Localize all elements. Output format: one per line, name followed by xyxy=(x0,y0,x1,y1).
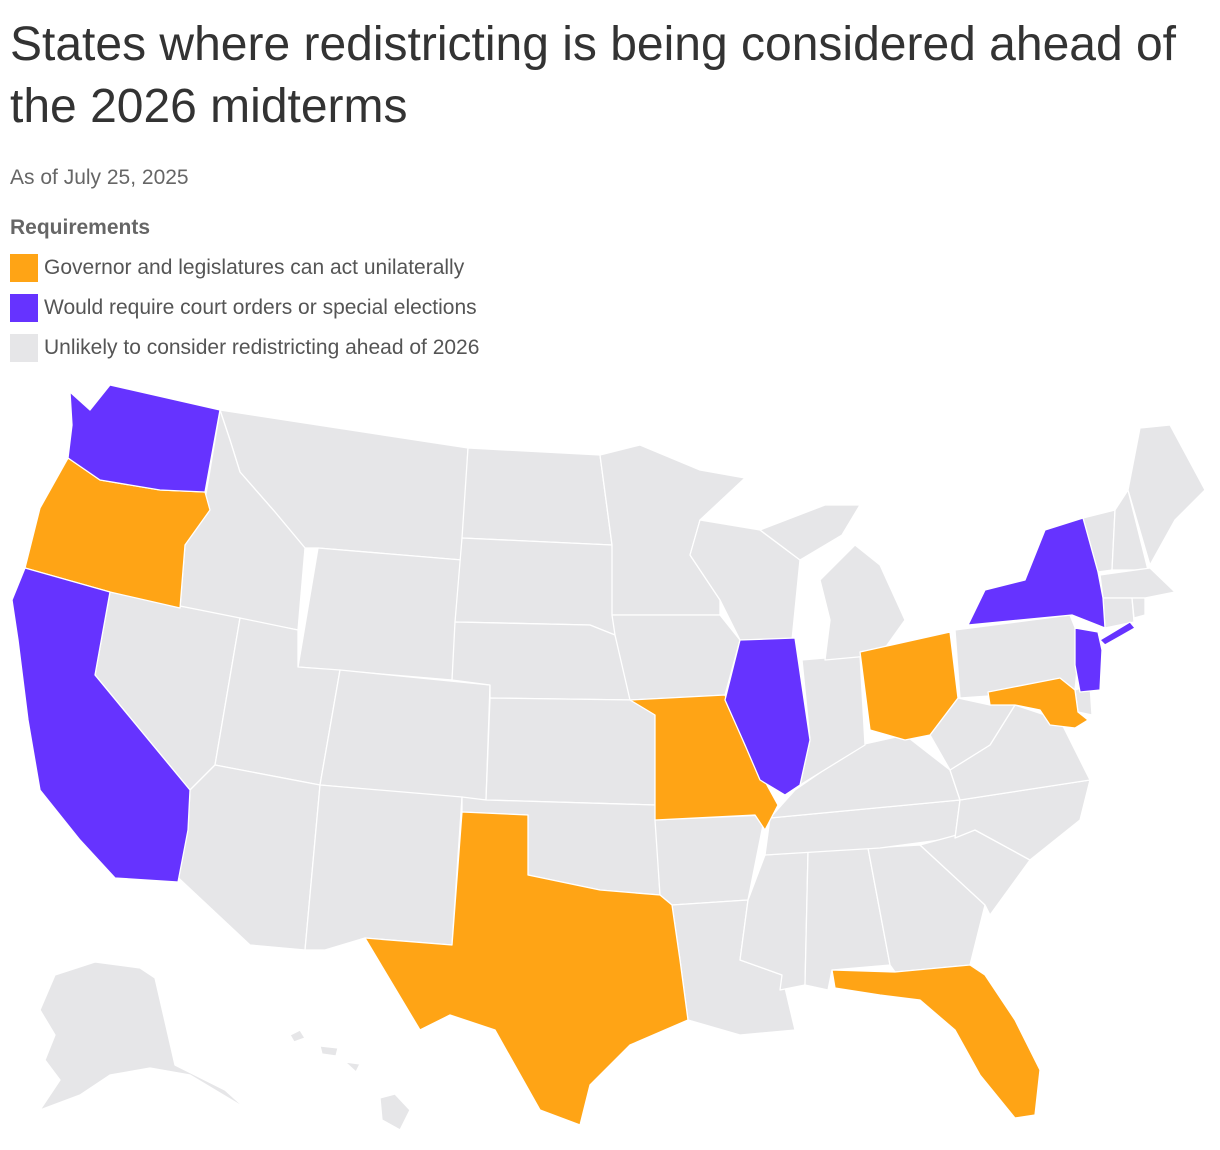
state-new-york[interactable] xyxy=(967,517,1106,629)
state-new-mexico[interactable] xyxy=(304,784,463,951)
state-california[interactable] xyxy=(11,567,191,883)
state-south-dakota[interactable] xyxy=(454,537,616,636)
us-states-map xyxy=(11,384,1206,1131)
state-michigan-lower[interactable] xyxy=(819,544,906,661)
state-ohio[interactable] xyxy=(859,631,959,741)
state-arizona[interactable] xyxy=(169,764,321,951)
state-new-jersey[interactable] xyxy=(1074,627,1103,693)
state-rhode-island[interactable] xyxy=(1131,597,1146,619)
legend-swatch-gray xyxy=(10,334,38,362)
state-florida[interactable] xyxy=(831,964,1041,1119)
legend-item-unilateral: Governor and legislatures can act unilat… xyxy=(10,248,479,288)
legend-item-court-or-special-election: Would require court orders or special el… xyxy=(10,288,479,328)
state-kansas[interactable] xyxy=(485,697,656,806)
state-arkansas[interactable] xyxy=(654,814,766,906)
legend-swatch-orange xyxy=(10,254,38,282)
chart-subtitle: As of July 25, 2025 xyxy=(10,166,189,189)
state-alaska[interactable] xyxy=(39,961,246,1111)
state-north-dakota[interactable] xyxy=(461,447,613,546)
state-maryland[interactable] xyxy=(987,677,1089,729)
state-hawaii[interactable] xyxy=(289,1029,411,1131)
state-michigan[interactable] xyxy=(759,504,861,561)
state-iowa[interactable] xyxy=(611,614,741,701)
legend-item-unlikely: Unlikely to consider redistricting ahead… xyxy=(10,328,479,368)
state-wyoming[interactable] xyxy=(297,547,463,681)
state-colorado[interactable] xyxy=(319,669,491,801)
legend-label: Governor and legislatures can act unilat… xyxy=(44,256,465,279)
state-texas[interactable] xyxy=(364,811,689,1126)
state-massachusetts[interactable] xyxy=(1099,567,1176,599)
state-new-york-long-island[interactable] xyxy=(1099,621,1136,646)
state-illinois[interactable] xyxy=(724,637,811,796)
chart-title: States where redistricting is being cons… xyxy=(10,18,1177,133)
state-washington[interactable] xyxy=(67,384,221,493)
legend-title: Requirements xyxy=(10,216,151,239)
legend-swatch-purple xyxy=(10,294,38,322)
legend-label: Would require court orders or special el… xyxy=(44,296,477,319)
legend-label: Unlikely to consider redistricting ahead… xyxy=(44,336,480,359)
legend: Requirements Governor and legislatures c… xyxy=(10,216,479,368)
state-maine[interactable] xyxy=(1127,424,1206,566)
